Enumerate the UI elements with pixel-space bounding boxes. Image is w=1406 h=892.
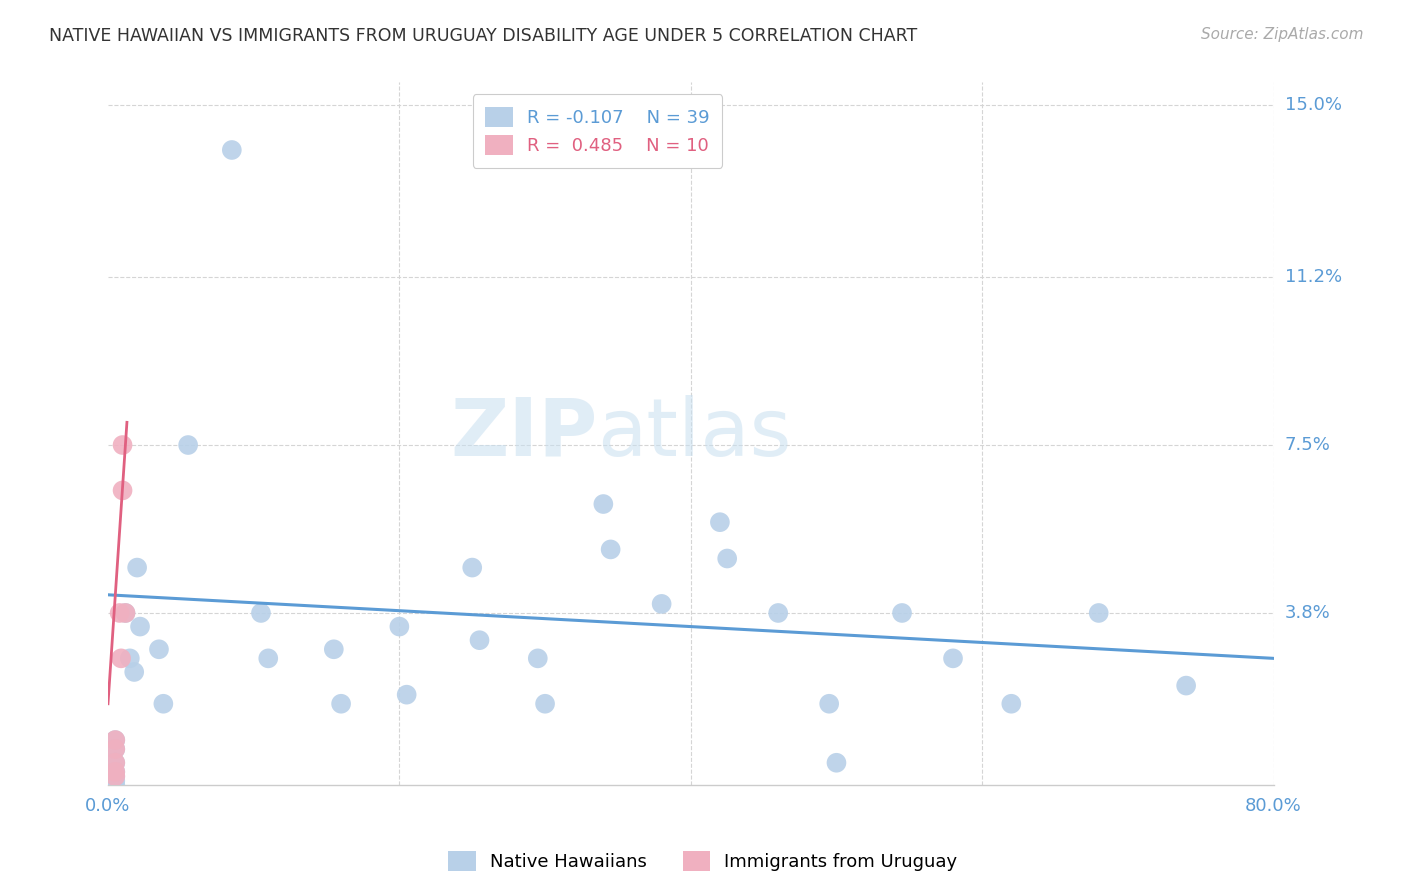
Point: [104, 769, 127, 783]
Point: [148, 642, 170, 657]
Point: [111, 438, 134, 452]
Point: [108, 606, 131, 620]
Point: [122, 665, 145, 679]
Point: [104, 764, 127, 779]
Point: [110, 651, 132, 665]
Point: [104, 733, 127, 747]
Point: [395, 688, 418, 702]
Point: [330, 697, 353, 711]
Text: 15.0%: 15.0%: [1285, 95, 1341, 113]
Point: [322, 642, 344, 657]
Text: 7.5%: 7.5%: [1285, 436, 1330, 454]
Point: [118, 651, 141, 665]
Point: [250, 606, 273, 620]
Legend: Native Hawaiians, Immigrants from Uruguay: Native Hawaiians, Immigrants from Urugua…: [441, 844, 965, 879]
Text: 11.2%: 11.2%: [1285, 268, 1341, 286]
Point: [104, 764, 127, 779]
Point: [534, 697, 557, 711]
Point: [651, 597, 673, 611]
Point: [104, 773, 127, 788]
Legend: R = -0.107    N = 39, R =  0.485    N = 10: R = -0.107 N = 39, R = 0.485 N = 10: [472, 95, 723, 168]
Point: [127, 560, 149, 574]
Text: NATIVE HAWAIIAN VS IMMIGRANTS FROM URUGUAY DISABILITY AGE UNDER 5 CORRELATION CH: NATIVE HAWAIIAN VS IMMIGRANTS FROM URUGU…: [49, 27, 918, 45]
Point: [592, 497, 614, 511]
Text: Source: ZipAtlas.com: Source: ZipAtlas.com: [1201, 27, 1364, 42]
Point: [766, 606, 789, 620]
Point: [468, 633, 491, 648]
Text: ZIP: ZIP: [450, 394, 598, 473]
Text: atlas: atlas: [598, 394, 792, 473]
Point: [104, 742, 127, 756]
Point: [942, 651, 965, 665]
Point: [461, 560, 484, 574]
Point: [1000, 697, 1022, 711]
Point: [152, 697, 174, 711]
Point: [177, 438, 200, 452]
Point: [709, 515, 731, 529]
Point: [526, 651, 548, 665]
Point: [104, 779, 127, 793]
Point: [257, 651, 280, 665]
Point: [111, 483, 134, 498]
Point: [114, 606, 136, 620]
Point: [104, 769, 127, 783]
Point: [818, 697, 841, 711]
Point: [104, 756, 127, 770]
Point: [825, 756, 848, 770]
Point: [104, 742, 127, 756]
Text: 3.8%: 3.8%: [1285, 604, 1330, 622]
Point: [104, 733, 127, 747]
Point: [388, 619, 411, 633]
Point: [891, 606, 914, 620]
Point: [129, 619, 152, 633]
Point: [221, 143, 243, 157]
Point: [1175, 679, 1198, 693]
Point: [1087, 606, 1109, 620]
Point: [104, 756, 127, 770]
Point: [114, 606, 136, 620]
Point: [716, 551, 738, 566]
Point: [599, 542, 621, 557]
